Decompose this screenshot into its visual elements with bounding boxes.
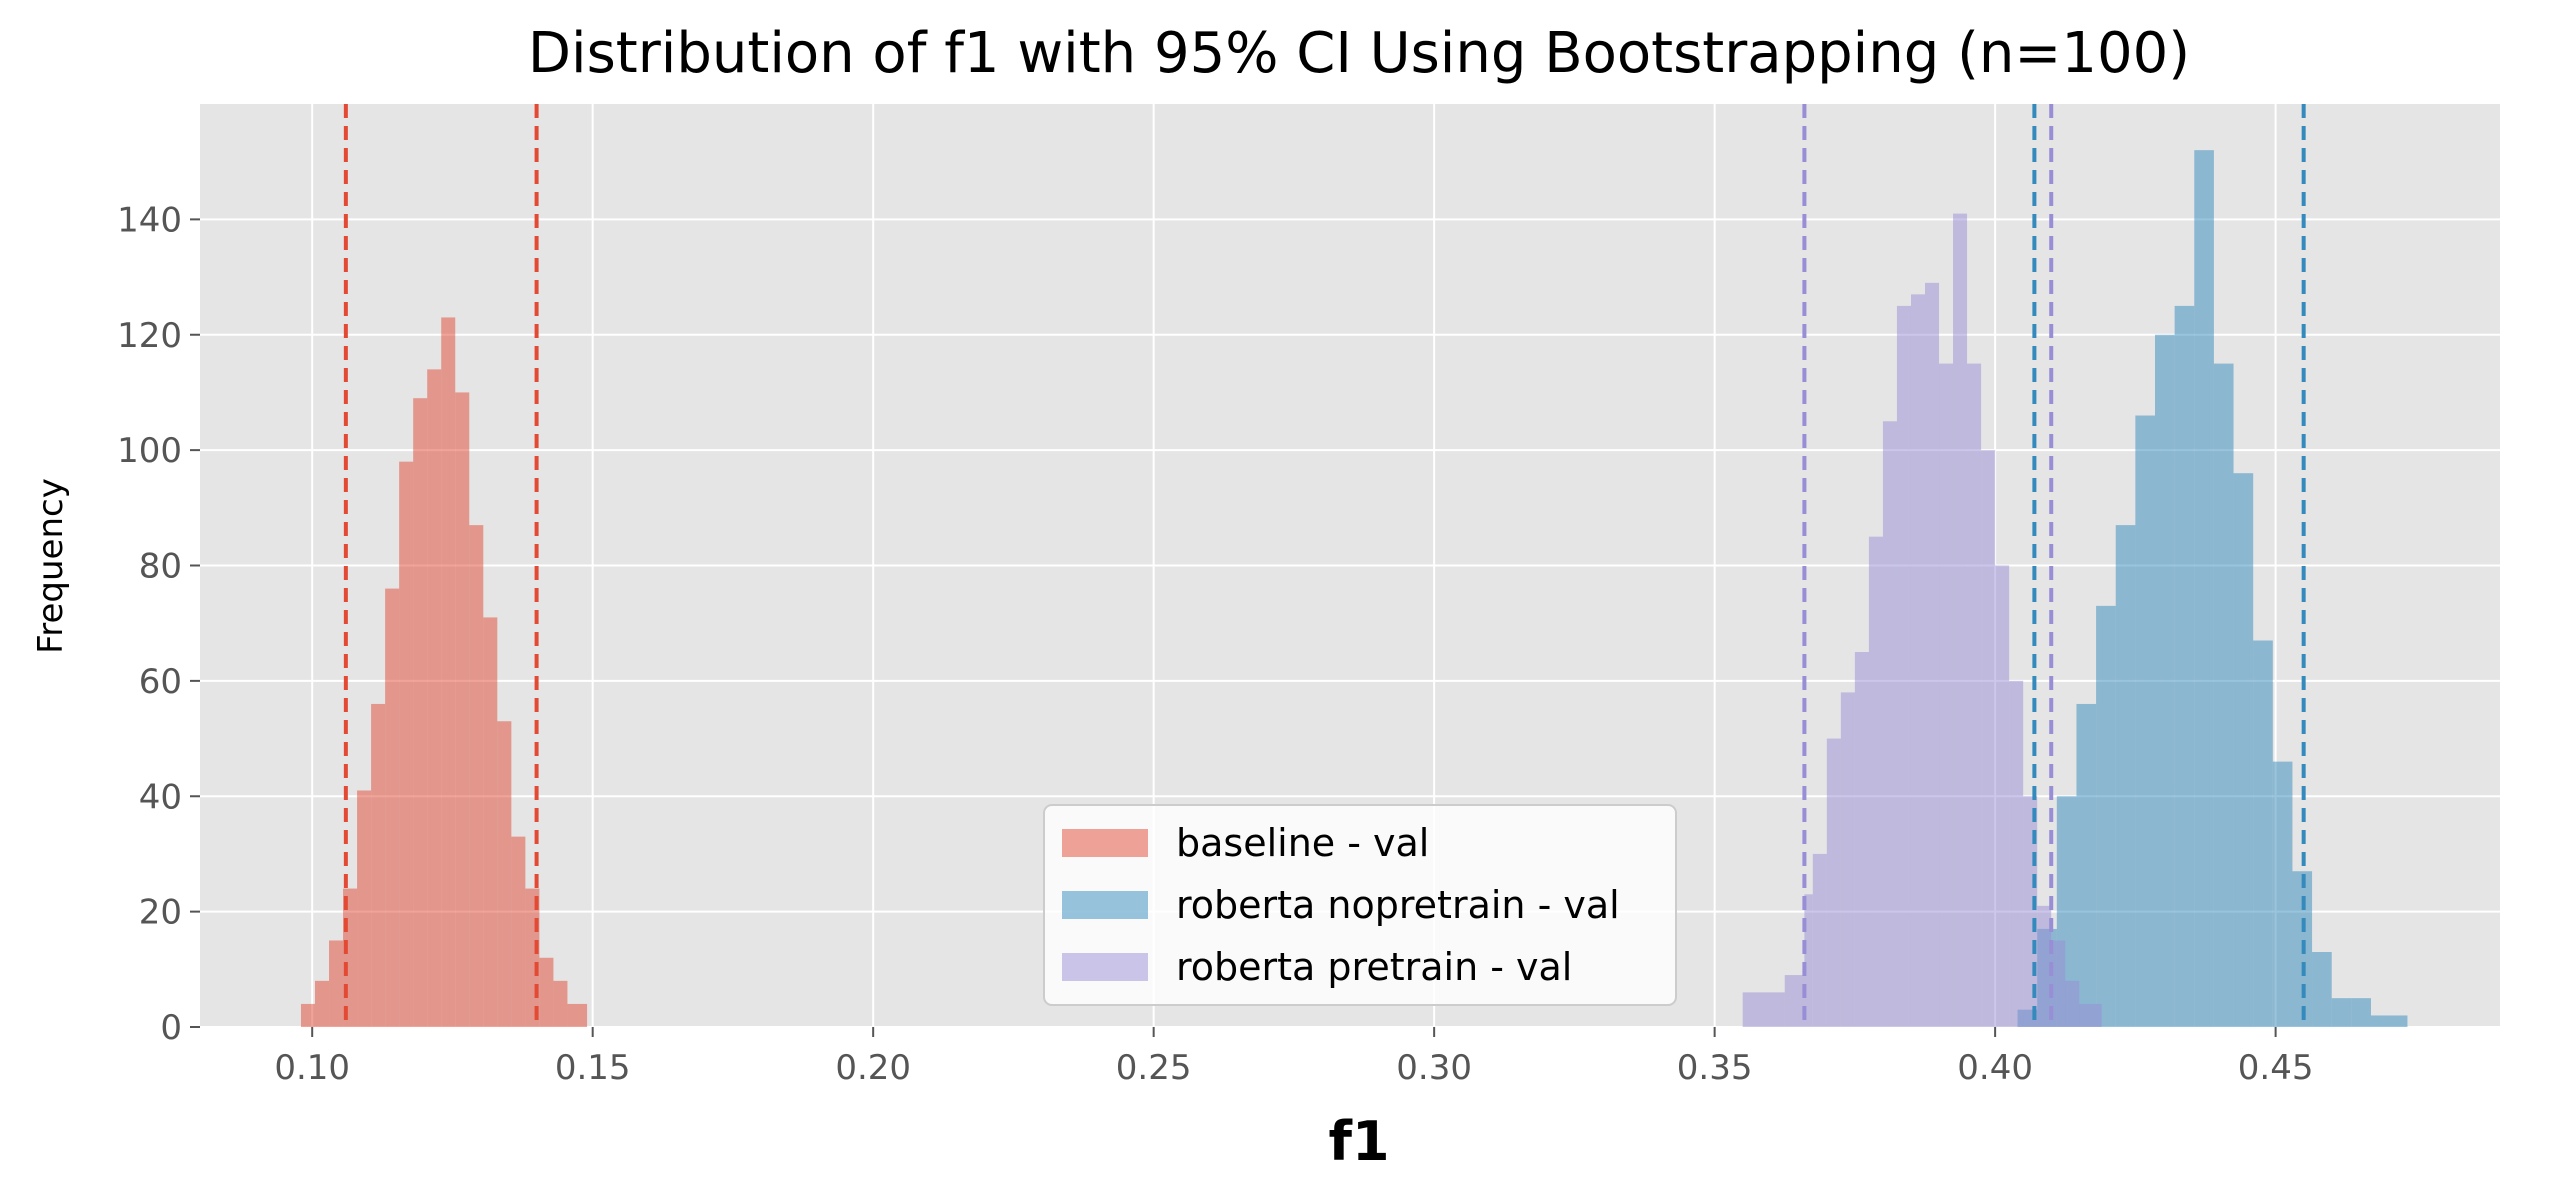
x-tick-label: 0.30: [1396, 1048, 1472, 1088]
histogram-bar: [1995, 565, 2010, 1027]
histogram-bar: [2065, 980, 2080, 1027]
histogram-bar: [2135, 415, 2155, 1027]
legend: baseline - val roberta nopretrain - val ro…: [1043, 804, 1677, 1006]
histogram-bars: [300, 150, 2408, 1028]
histogram-bar: [1925, 282, 1940, 1027]
y-tick-label: 120: [117, 316, 182, 356]
x-tick-label: 0.10: [274, 1048, 350, 1088]
histogram-bar: [385, 588, 400, 1027]
histogram-bar: [441, 317, 456, 1028]
histogram-bar: [1784, 975, 1805, 1027]
histogram-bar: [1939, 363, 1954, 1027]
y-tick-label: 0: [160, 1008, 182, 1048]
x-tick-label: 0.40: [1957, 1048, 2033, 1088]
histogram-bar: [2051, 940, 2066, 1027]
histogram-bar: [2155, 334, 2175, 1027]
histogram-bar: [1896, 305, 1911, 1027]
histogram-bar: [413, 398, 428, 1027]
histogram-bar: [1910, 294, 1925, 1027]
histogram-bar: [399, 461, 414, 1028]
histogram-bar: [2076, 703, 2097, 1027]
histogram-bar: [2312, 952, 2332, 1027]
y-tick-label: 80: [139, 547, 182, 587]
histogram-bar: [2233, 473, 2254, 1027]
y-tick-label: 20: [139, 893, 182, 933]
histogram-bar: [497, 721, 512, 1027]
histogram-bar: [2272, 761, 2293, 1027]
y-tick-label: 40: [139, 777, 182, 817]
legend-swatch: [1062, 891, 1148, 919]
x-tick-label: 0.25: [1116, 1048, 1192, 1088]
histogram-bar: [2037, 905, 2052, 1027]
legend-box: [1043, 804, 1677, 1006]
legend-label: roberta nopretrain - val: [1176, 883, 1620, 927]
x-tick-label: 0.35: [1677, 1048, 1753, 1088]
histogram-bar: [1812, 853, 1827, 1027]
histogram-bar: [1826, 738, 1841, 1027]
histogram-bar: [427, 369, 442, 1027]
legend-swatch: [1062, 829, 1148, 857]
histogram-bar: [2174, 305, 2195, 1027]
x-axis-label: f1: [1328, 1110, 1389, 1173]
histogram-bar: [2096, 605, 2116, 1027]
histogram-bar: [2115, 525, 2136, 1027]
histogram-bar: [2253, 640, 2273, 1027]
y-axis-label: Frequency: [31, 478, 71, 654]
histogram-bar: [469, 525, 484, 1027]
y-axis-ticks: 0 20 40 60 80 100 120 140: [117, 200, 200, 1048]
histogram-bar: [553, 980, 568, 1027]
y-tick-label: 60: [139, 662, 182, 702]
legend-label: baseline - val: [1176, 821, 1429, 865]
y-tick-label: 100: [117, 431, 182, 471]
series-1-bars: [2017, 150, 2408, 1027]
histogram-bar: [2351, 998, 2371, 1027]
y-tick-label: 140: [117, 200, 182, 240]
histogram-bar: [567, 1003, 588, 1027]
histogram-bar: [1953, 213, 1968, 1027]
series-0-bars: [300, 317, 588, 1028]
histogram-bar: [329, 940, 344, 1027]
histogram-bar: [315, 980, 330, 1027]
histogram-bar: [357, 790, 372, 1027]
histogram-bar: [483, 617, 498, 1027]
chart-title: Distribution of f1 with 95% CI Using Boo…: [528, 21, 2190, 86]
series-2-bars: [1742, 213, 2102, 1027]
histogram-bar: [539, 957, 554, 1027]
histogram-bar: [1840, 692, 1855, 1027]
histogram-bar: [1981, 450, 1996, 1027]
histogram-bar: [1882, 421, 1897, 1027]
histogram-bar: [2079, 1003, 2102, 1027]
histogram-bar: [455, 392, 470, 1027]
histogram-bar: [2370, 1015, 2408, 1027]
histogram-bar: [2331, 998, 2352, 1027]
x-tick-label: 0.45: [2238, 1048, 2314, 1088]
histogram-bar: [1742, 992, 1785, 1027]
legend-swatch: [1062, 953, 1148, 981]
x-axis-ticks: 0.10 0.15 0.20 0.25 0.30 0.35 0.40 0.45: [274, 1027, 2313, 1088]
x-tick-label: 0.15: [555, 1048, 631, 1088]
histogram-bar: [1868, 536, 1883, 1027]
histogram-bar: [2009, 680, 2024, 1027]
legend-label: roberta pretrain - val: [1176, 945, 1572, 989]
histogram-bar: [2194, 150, 2214, 1027]
histogram-bar: [371, 703, 386, 1027]
histogram-bar: [1967, 363, 1982, 1027]
histogram-bar: [1854, 652, 1869, 1027]
x-tick-label: 0.20: [835, 1048, 911, 1088]
histogram-bar: [300, 1003, 315, 1027]
histogram-bar: [511, 836, 526, 1027]
histogram-bar: [1804, 894, 1813, 1027]
histogram-bar: [2213, 363, 2234, 1027]
